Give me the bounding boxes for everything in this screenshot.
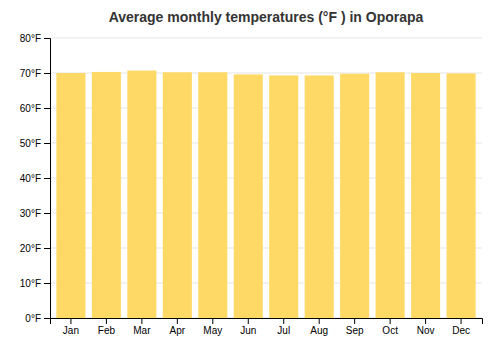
x-tick-label: May bbox=[203, 325, 222, 336]
x-tick-mark bbox=[177, 318, 178, 324]
bar bbox=[447, 73, 476, 318]
x-tick: Sep bbox=[346, 318, 364, 336]
x-tick-label: Jun bbox=[240, 325, 256, 336]
x-tick: Jan bbox=[63, 318, 79, 336]
x-tick-label: Apr bbox=[170, 325, 186, 336]
y-tick-label: 60°F bbox=[20, 103, 41, 114]
y-tick-mark bbox=[44, 213, 50, 214]
x-tick-mark bbox=[248, 318, 249, 324]
y-tick-label: 30°F bbox=[20, 208, 41, 219]
y-tick-mark bbox=[44, 178, 50, 179]
x-tick-mark bbox=[354, 318, 355, 324]
x-tick-label: Aug bbox=[310, 325, 328, 336]
x-tick-mark bbox=[425, 318, 426, 324]
y-tick: 30°F bbox=[20, 208, 50, 219]
y-tick-mark bbox=[44, 143, 50, 144]
x-tick-label: Sep bbox=[346, 325, 364, 336]
chart-svg: 0°F 10°F 20°F 30°F 40°F 50°F 60°F 70°F 80°F Jan Fe… bbox=[0, 0, 500, 350]
y-tick: 10°F bbox=[20, 278, 50, 289]
y-tick-mark bbox=[44, 318, 50, 319]
x-tick-mark bbox=[461, 318, 462, 324]
plot: 0°F 10°F 20°F 30°F 40°F 50°F 60°F 70°F 80°F Jan Fe… bbox=[20, 33, 483, 336]
x-tick: Nov bbox=[417, 318, 435, 336]
bar bbox=[340, 74, 369, 318]
y-tick: 20°F bbox=[20, 243, 50, 254]
x-tick-mark bbox=[141, 318, 142, 324]
x-tick: Oct bbox=[382, 318, 398, 336]
y-tick: 0°F bbox=[25, 313, 50, 324]
x-tick-mark bbox=[106, 318, 107, 324]
x-tick: May bbox=[203, 318, 222, 336]
bar bbox=[163, 72, 192, 318]
y-tick-mark bbox=[44, 108, 50, 109]
bar bbox=[269, 75, 298, 318]
y-tick-label: 80°F bbox=[20, 33, 41, 44]
bar bbox=[198, 72, 227, 318]
bar bbox=[92, 72, 121, 318]
bars bbox=[56, 71, 475, 318]
x-tick-label: Feb bbox=[98, 325, 116, 336]
x-tick: Feb bbox=[98, 318, 116, 336]
x-tick-label: Jul bbox=[277, 325, 290, 336]
x-tick-label: Jan bbox=[63, 325, 79, 336]
x-tick: Apr bbox=[170, 318, 186, 336]
y-tick: 60°F bbox=[20, 103, 50, 114]
x-tick-label: Mar bbox=[133, 325, 151, 336]
x-tick: Aug bbox=[310, 318, 328, 336]
y-tick-mark bbox=[44, 73, 50, 74]
y-tick-label: 0°F bbox=[25, 313, 41, 324]
y-tick-mark bbox=[44, 248, 50, 249]
x-tick: Jul bbox=[277, 318, 290, 336]
bar bbox=[411, 73, 440, 318]
bar bbox=[56, 73, 85, 318]
x-tick: Dec bbox=[452, 318, 470, 336]
y-tick: 40°F bbox=[20, 173, 50, 184]
x-tick: Mar bbox=[133, 318, 151, 336]
title: Average monthly temperatures (°F ) in Op… bbox=[109, 9, 424, 25]
x-tick-label: Dec bbox=[452, 325, 470, 336]
grid bbox=[50, 38, 482, 318]
y-tick-mark bbox=[44, 38, 50, 39]
y-tick-label: 10°F bbox=[20, 278, 41, 289]
bar bbox=[234, 74, 263, 318]
y-tick-label: 50°F bbox=[20, 138, 41, 149]
chart-container: 0°F 10°F 20°F 30°F 40°F 50°F 60°F 70°F 80°F Jan Fe… bbox=[0, 0, 500, 350]
x-tick-mark bbox=[283, 318, 284, 324]
x-axis: Jan Feb Mar Apr May Jun Jul Aug Sep Oct Nov Dec bbox=[51, 318, 483, 336]
bar bbox=[376, 72, 405, 318]
y-tick-label: 20°F bbox=[20, 243, 41, 254]
x-tick-label: Oct bbox=[382, 325, 398, 336]
y-axis: 0°F 10°F 20°F 30°F 40°F 50°F 60°F 70°F 80°F bbox=[20, 33, 51, 324]
y-tick-label: 40°F bbox=[20, 173, 41, 184]
y-axis-line bbox=[44, 39, 51, 319]
y-tick: 70°F bbox=[20, 68, 50, 79]
grid-line bbox=[50, 38, 482, 39]
x-tick-mark bbox=[70, 318, 71, 324]
y-tick-label: 70°F bbox=[20, 68, 41, 79]
x-tick-mark bbox=[390, 318, 391, 324]
x-tick-mark bbox=[319, 318, 320, 324]
bar bbox=[305, 75, 334, 318]
x-tick: Jun bbox=[240, 318, 256, 336]
y-tick-mark bbox=[44, 283, 50, 284]
y-tick: 80°F bbox=[20, 33, 50, 44]
y-tick: 50°F bbox=[20, 138, 50, 149]
bar bbox=[127, 71, 156, 318]
x-axis-line bbox=[51, 319, 483, 325]
x-tick-label: Nov bbox=[417, 325, 435, 336]
x-tick-mark bbox=[212, 318, 213, 324]
